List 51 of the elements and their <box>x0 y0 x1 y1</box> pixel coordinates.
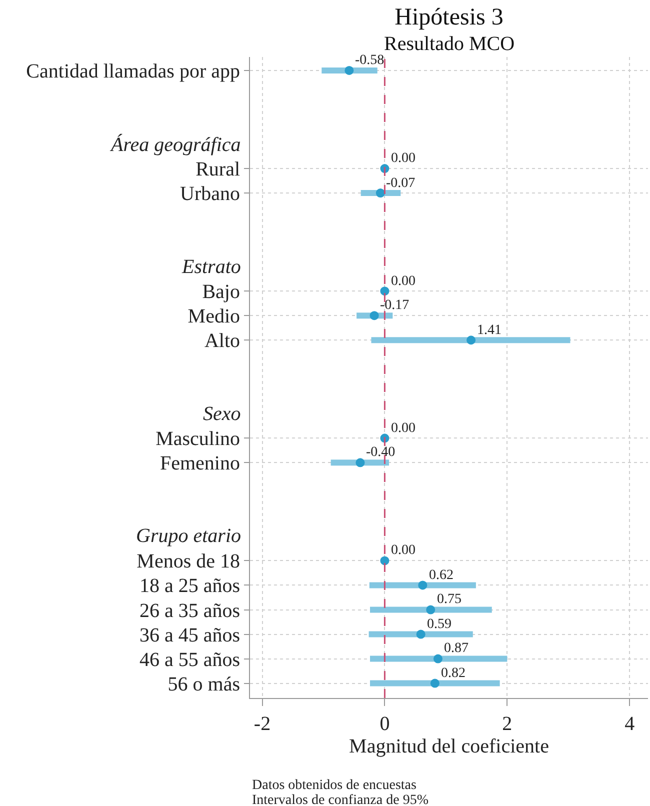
y-tick-label: Medio <box>188 306 240 328</box>
y-tick-label: 46 a 55 años <box>139 648 240 671</box>
point <box>433 654 442 664</box>
y-tick-label: 36 a 45 años <box>139 624 240 646</box>
data-label: 0.75 <box>437 592 462 607</box>
point <box>416 630 426 639</box>
point <box>356 458 365 468</box>
y-tick-label: 18 a 25 años <box>139 575 240 598</box>
y-tick-label: 26 a 35 años <box>139 600 240 622</box>
y-tick-label: Rural <box>196 158 240 181</box>
y-tick-label: Urbano <box>180 183 240 206</box>
y-tick-label: Área geográfica <box>109 133 241 156</box>
point <box>430 678 440 688</box>
chart-subtitle: Resultado MCO <box>384 33 515 55</box>
text: Datos obtenidos de encuestas <box>252 778 416 793</box>
y-tick-label: Sexo <box>203 403 241 425</box>
data-label: 0.00 <box>391 543 416 558</box>
data-label: 1.41 <box>477 323 502 338</box>
point <box>376 188 385 198</box>
y-tick-label: Grupo etario <box>136 525 241 547</box>
y-tick-label: Femenino <box>160 452 240 475</box>
x-tick-label: -2 <box>254 713 271 735</box>
text: Intervalos de confianza de 95% <box>252 793 429 806</box>
data-label: -0.17 <box>380 298 410 313</box>
x-tick-label: 4 <box>624 713 635 735</box>
data-label: -0.40 <box>366 445 396 460</box>
data-label: 0.87 <box>444 641 468 656</box>
point <box>466 336 476 345</box>
point <box>370 311 379 320</box>
data-label: 0.00 <box>391 421 416 436</box>
data-label: -0.58 <box>355 53 384 68</box>
data-label: 0.59 <box>427 617 452 632</box>
data-label: 0.00 <box>391 274 416 289</box>
y-tick-label: Bajo <box>202 281 240 304</box>
y-tick-label: Masculino <box>156 428 240 450</box>
data-label: -0.07 <box>386 176 416 191</box>
chart-title: Hipótesis 3 <box>394 4 504 30</box>
data-label: 0.00 <box>391 151 416 166</box>
x-tick-label: 0 <box>380 713 390 735</box>
point <box>426 605 436 614</box>
y-tick-label: Alto <box>204 330 240 352</box>
point <box>418 580 428 590</box>
y-tick-label: Estrato <box>181 256 241 278</box>
data-label: 0.82 <box>441 666 466 681</box>
x-axis-title: Magnitud del coeficiente <box>349 736 550 758</box>
y-tick-label: 56 o más <box>168 673 240 696</box>
y-tick-label: Menos de 18 <box>136 550 240 573</box>
point <box>344 66 354 75</box>
x-tick-label: 2 <box>502 713 512 735</box>
y-tick-label: Cantidad llamadas por app <box>26 60 240 82</box>
data-label: 0.62 <box>429 568 454 583</box>
